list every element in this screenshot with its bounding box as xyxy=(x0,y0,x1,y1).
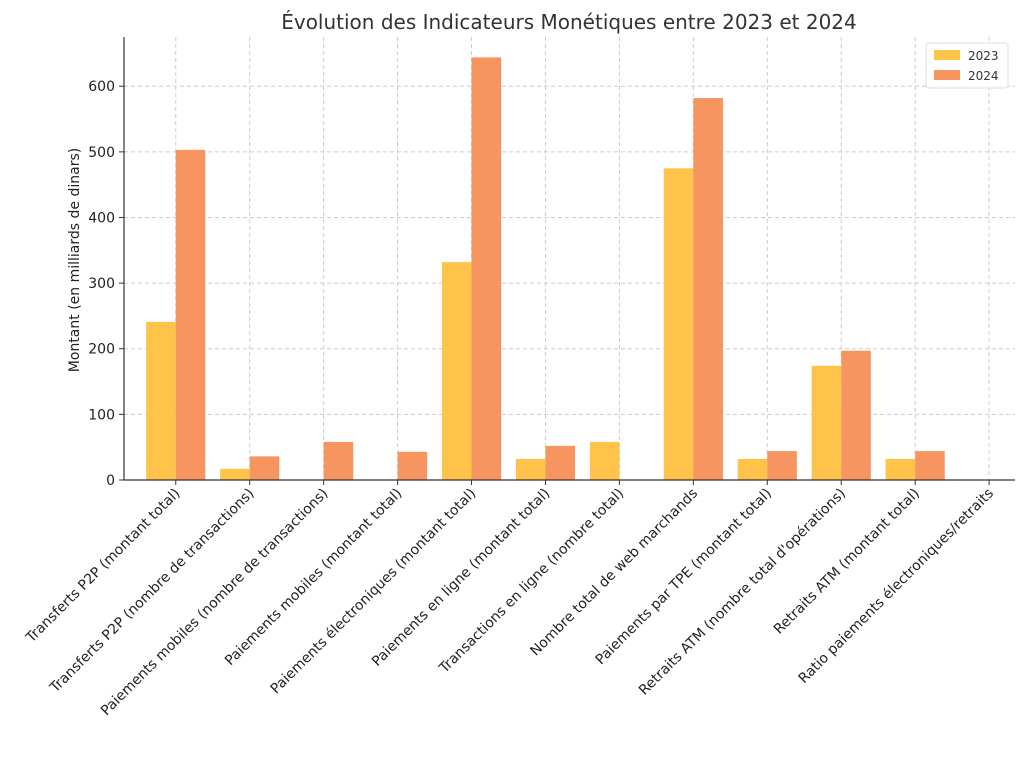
bar-2024-1 xyxy=(249,456,280,480)
bar-2023-4 xyxy=(441,262,472,480)
bar-2024-2 xyxy=(323,441,354,480)
bar-2023-0 xyxy=(146,321,176,480)
bars xyxy=(146,57,945,480)
y-axis-label: Montant (en milliards de dinars) xyxy=(67,148,83,372)
y-tick-label: 100 xyxy=(88,407,115,423)
x-ticks: Transferts P2P (montant total)Transferts… xyxy=(23,480,997,719)
bar-2024-7 xyxy=(693,98,723,480)
legend-swatch-2024 xyxy=(934,70,960,80)
bar-2024-8 xyxy=(767,451,797,480)
legend-swatch-2023 xyxy=(934,50,960,60)
y-tick-label: 200 xyxy=(88,342,115,358)
bar-2023-6 xyxy=(589,441,620,480)
x-tick-label: Nombre total de web marchands xyxy=(527,486,701,660)
bar-2023-7 xyxy=(663,168,694,480)
grid xyxy=(124,37,1015,481)
axes xyxy=(123,37,1015,481)
x-tick-label: Transferts P2P (montant total) xyxy=(23,486,184,647)
legend: 2023 2024 xyxy=(925,42,1009,89)
bar-2024-5 xyxy=(545,445,576,480)
legend-label-2024: 2024 xyxy=(968,69,999,83)
bar-2024-4 xyxy=(471,57,502,480)
y-tick-label: 600 xyxy=(88,79,115,95)
bar-2024-10 xyxy=(915,451,945,480)
y-tick-label: 300 xyxy=(88,276,115,292)
x-tick-label: Retraits ATM (montant total) xyxy=(771,486,923,638)
chart-title: Évolution des Indicateurs Monétiques ent… xyxy=(281,10,857,34)
legend-label-2023: 2023 xyxy=(968,49,999,63)
bar-2023-5 xyxy=(515,458,546,480)
bar-2024-0 xyxy=(175,149,206,480)
y-ticks: 0 100 200 300 400 500 600 xyxy=(88,79,124,489)
bar-2024-9 xyxy=(841,350,871,480)
bar-2023-1 xyxy=(220,468,250,480)
y-tick-label: 400 xyxy=(88,210,115,226)
y-tick-label: 0 xyxy=(106,473,115,489)
bar-2023-8 xyxy=(737,458,768,480)
bar-2024-3 xyxy=(397,451,428,480)
bar-2023-10 xyxy=(885,458,916,480)
bar-2023-9 xyxy=(811,365,842,480)
y-tick-label: 500 xyxy=(88,145,115,161)
